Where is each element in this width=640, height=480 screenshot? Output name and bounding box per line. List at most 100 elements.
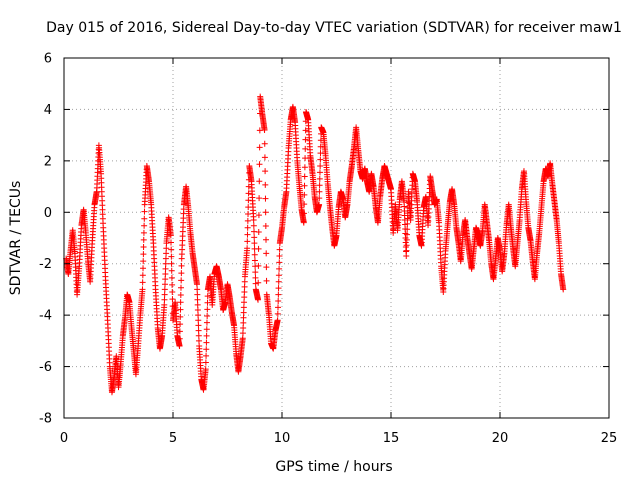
- data-point: [245, 190, 252, 197]
- data-point: [275, 298, 282, 304]
- data-point: [317, 143, 324, 150]
- data-point: [275, 278, 282, 285]
- data-point: [255, 279, 262, 286]
- data-point: [301, 182, 308, 189]
- data-point: [177, 313, 184, 320]
- data-point: [162, 281, 169, 288]
- data-point: [204, 313, 211, 319]
- data-point: [275, 304, 282, 311]
- data-point: [404, 215, 411, 222]
- y-tick-label: 2: [44, 154, 52, 169]
- data-point: [140, 251, 147, 258]
- data-point: [276, 265, 283, 272]
- data-point: [203, 319, 210, 326]
- data-point: [300, 210, 307, 217]
- data-point: [403, 253, 410, 259]
- data-point: [239, 330, 246, 337]
- y-tick-label: 6: [44, 52, 52, 67]
- data-point: [177, 292, 184, 298]
- data-point: [203, 352, 210, 359]
- data-point: [240, 319, 247, 326]
- data-point: [176, 335, 183, 342]
- data-point: [275, 291, 282, 298]
- data-point: [168, 274, 175, 281]
- data-point: [261, 154, 268, 161]
- data-point: [256, 178, 263, 185]
- data-point: [161, 296, 168, 303]
- data-point: [241, 289, 248, 295]
- data-point: [162, 255, 169, 262]
- data-point: [139, 279, 146, 286]
- data-point: [263, 277, 270, 284]
- data-point: [203, 346, 210, 353]
- data-point: [250, 222, 257, 229]
- data-point: [262, 168, 269, 175]
- data-point: [244, 238, 251, 245]
- data-point: [262, 181, 269, 188]
- data-point: [301, 173, 308, 180]
- data-point: [141, 215, 148, 222]
- data-point: [316, 195, 323, 202]
- data-point: [162, 260, 169, 267]
- data-point: [301, 191, 308, 198]
- data-point: [203, 339, 210, 346]
- data-point: [251, 234, 258, 241]
- data-point: [162, 265, 169, 272]
- data-point: [252, 280, 259, 287]
- data-point: [316, 169, 323, 176]
- data-point: [262, 223, 269, 229]
- data-point: [275, 285, 282, 292]
- y-axis-label: SDTVAR / TECUs: [8, 181, 24, 296]
- data-point: [169, 289, 176, 295]
- data-point: [168, 239, 175, 246]
- data-point: [300, 219, 307, 226]
- data-point: [203, 326, 210, 333]
- data-point: [168, 246, 175, 253]
- data-point: [263, 264, 270, 271]
- data-point: [262, 209, 269, 216]
- data-point: [195, 322, 202, 329]
- data-point: [194, 296, 201, 303]
- data-point: [162, 276, 169, 283]
- data-point: [204, 306, 211, 313]
- data-point: [256, 144, 263, 151]
- data-point: [251, 257, 258, 264]
- data-point: [195, 312, 202, 319]
- data-point: [403, 236, 410, 243]
- data-point: [168, 253, 175, 260]
- data-point: [302, 127, 309, 134]
- x-axis-label: GPS time / hours: [275, 459, 392, 475]
- y-tick-label: -4: [39, 309, 52, 324]
- data-point: [163, 245, 170, 252]
- data-point: [169, 281, 176, 288]
- data-point: [301, 164, 308, 171]
- data-point: [161, 286, 168, 293]
- data-point: [241, 283, 248, 290]
- x-tick-label: 0: [60, 431, 68, 446]
- data-point: [244, 217, 251, 224]
- data-point: [255, 262, 262, 269]
- data-point: [168, 267, 175, 274]
- data-point: [404, 220, 411, 227]
- data-point: [194, 286, 201, 293]
- data-point: [202, 366, 209, 373]
- data-point: [203, 332, 210, 339]
- chart-title: Day 015 of 2016, Sidereal Day-to-day VTE…: [46, 20, 622, 36]
- data-point: [178, 270, 185, 277]
- data-point: [255, 212, 262, 219]
- data-point: [302, 155, 309, 162]
- data-point: [252, 274, 259, 281]
- data-point: [141, 208, 148, 215]
- data-point: [317, 150, 324, 157]
- data-point: [194, 291, 201, 298]
- data-point: [195, 327, 202, 334]
- data-point: [178, 262, 185, 269]
- data-point: [195, 337, 202, 344]
- data-point: [244, 231, 251, 238]
- data-point: [169, 296, 176, 303]
- data-point: [317, 163, 324, 169]
- x-tick-label: 10: [274, 431, 291, 446]
- data-point: [256, 161, 263, 168]
- data-point: [316, 175, 323, 182]
- data-point: [316, 188, 323, 195]
